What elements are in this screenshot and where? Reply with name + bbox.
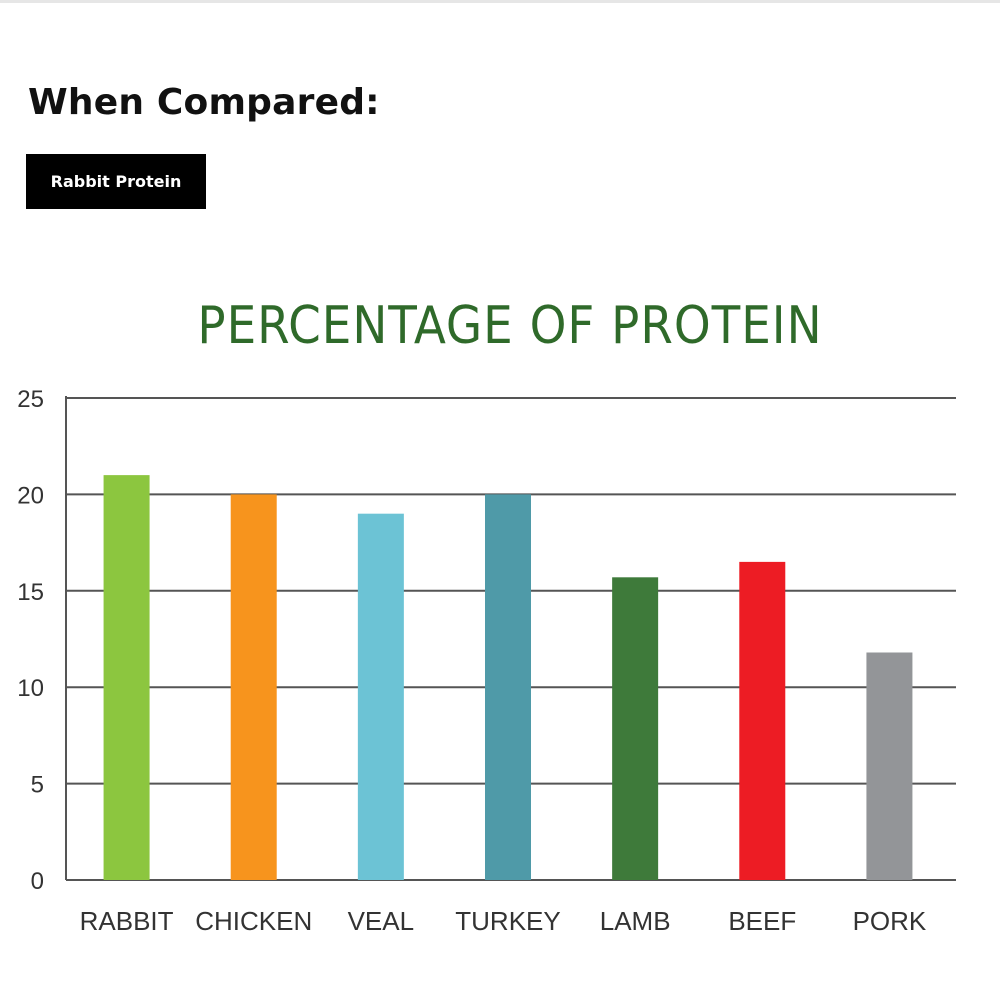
chart-title: PERCENTAGE OF PROTEIN: [197, 296, 822, 356]
x-category-label: RABBIT: [80, 906, 174, 936]
rabbit-protein-button[interactable]: Rabbit Protein: [26, 154, 206, 209]
labels-layer: 0 5 10 15 20 25 RABBIT CHICKEN VEAL TURKEY LAMB BEE…: [17, 386, 927, 936]
y-tick-label: 0: [31, 868, 44, 895]
x-category-label: CHICKEN: [195, 906, 312, 936]
bar-beef: [739, 561, 786, 880]
y-tick-label: 25: [17, 386, 44, 413]
x-category-label: BEEF: [728, 906, 796, 936]
bar-rabbit: [103, 475, 150, 880]
bar-veal: [357, 513, 404, 880]
y-tick-label: 20: [17, 482, 44, 509]
y-tick-label: 15: [17, 579, 44, 606]
x-category-label: PORK: [853, 906, 927, 936]
section-heading: When Compared:: [28, 82, 380, 123]
x-category-label: LAMB: [600, 906, 671, 936]
x-category-label: TURKEY: [455, 906, 560, 936]
protein-bar-chart: PERCENTAGE OF PROTEIN 0 5 10 15 20 25 RABBIT CH…: [17, 296, 956, 936]
y-tick-label: 5: [31, 772, 44, 799]
top-divider: [0, 0, 1000, 3]
bars-layer: [103, 475, 913, 880]
bar-turkey: [485, 494, 531, 880]
bar-pork: [866, 652, 913, 880]
bar-lamb: [612, 577, 659, 880]
x-category-label: VEAL: [348, 906, 415, 936]
bar-chicken: [230, 494, 277, 880]
y-tick-label: 10: [17, 675, 44, 702]
